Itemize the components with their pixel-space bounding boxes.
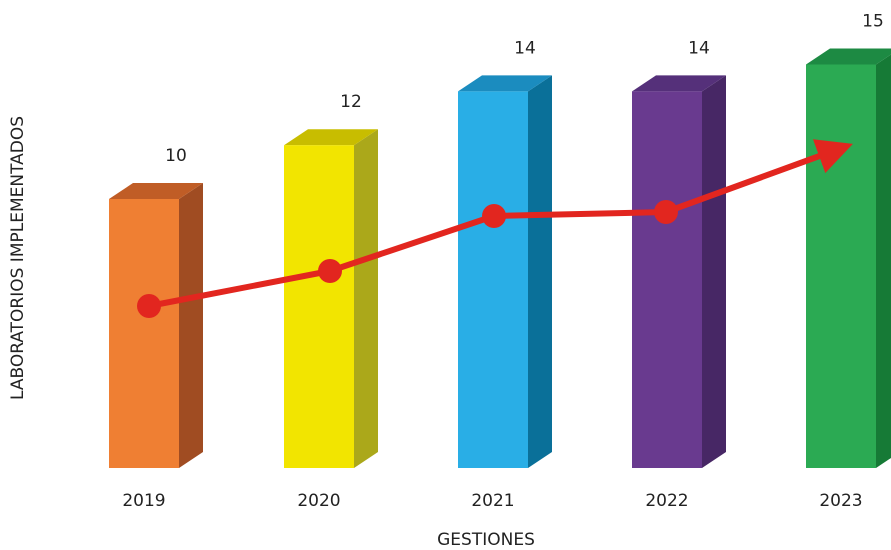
data-label-2021: 14 [514, 38, 536, 58]
tick-label-2020: 2020 [297, 491, 340, 511]
trend-segment-4 [663, 139, 853, 215]
bar-side-2022 [702, 75, 726, 469]
data-label-2023: 15 [862, 12, 884, 32]
tick-label-2021: 2021 [471, 491, 514, 511]
trend-segment-3 [491, 209, 669, 219]
bar-2020 [284, 145, 354, 468]
trend-point-2022 [654, 200, 678, 224]
data-label-2020: 12 [340, 92, 362, 112]
y-axis-label: LABORATORIOS IMPLEMENTADOS [8, 116, 28, 400]
bar-side-2020 [354, 129, 378, 468]
bars-group [109, 48, 891, 469]
trend-point-2019 [137, 294, 161, 318]
trend-segment-2 [327, 213, 497, 274]
tick-label-2023: 2023 [819, 491, 862, 511]
bar-top-2022 [632, 75, 726, 92]
bar-top-2019 [109, 183, 203, 199]
data-label-2019: 10 [165, 146, 187, 166]
trend-line-group [137, 139, 853, 318]
bar-2021 [458, 91, 528, 469]
trend-point-2021 [482, 204, 506, 228]
bar-2022 [632, 91, 702, 469]
trend-point-2020 [318, 259, 342, 283]
bar-side-2021 [528, 75, 552, 469]
x-axis-label: GESTIONES [437, 530, 535, 546]
bar-2019 [109, 199, 179, 468]
tick-label-2022: 2022 [645, 491, 688, 511]
bar-top-2021 [458, 75, 552, 92]
data-label-2022: 14 [688, 38, 710, 58]
tick-label-2019: 2019 [122, 491, 165, 511]
bar-top-2023 [806, 48, 891, 65]
labels-group: 10 2019 12 2020 14 2021 14 2022 15 2023 [122, 12, 883, 512]
bar-side-2019 [179, 183, 203, 468]
trend-segment-1 [146, 268, 333, 309]
bar-2023 [806, 64, 876, 468]
bar-top-2020 [284, 129, 378, 146]
bar-side-2023 [876, 54, 891, 468]
